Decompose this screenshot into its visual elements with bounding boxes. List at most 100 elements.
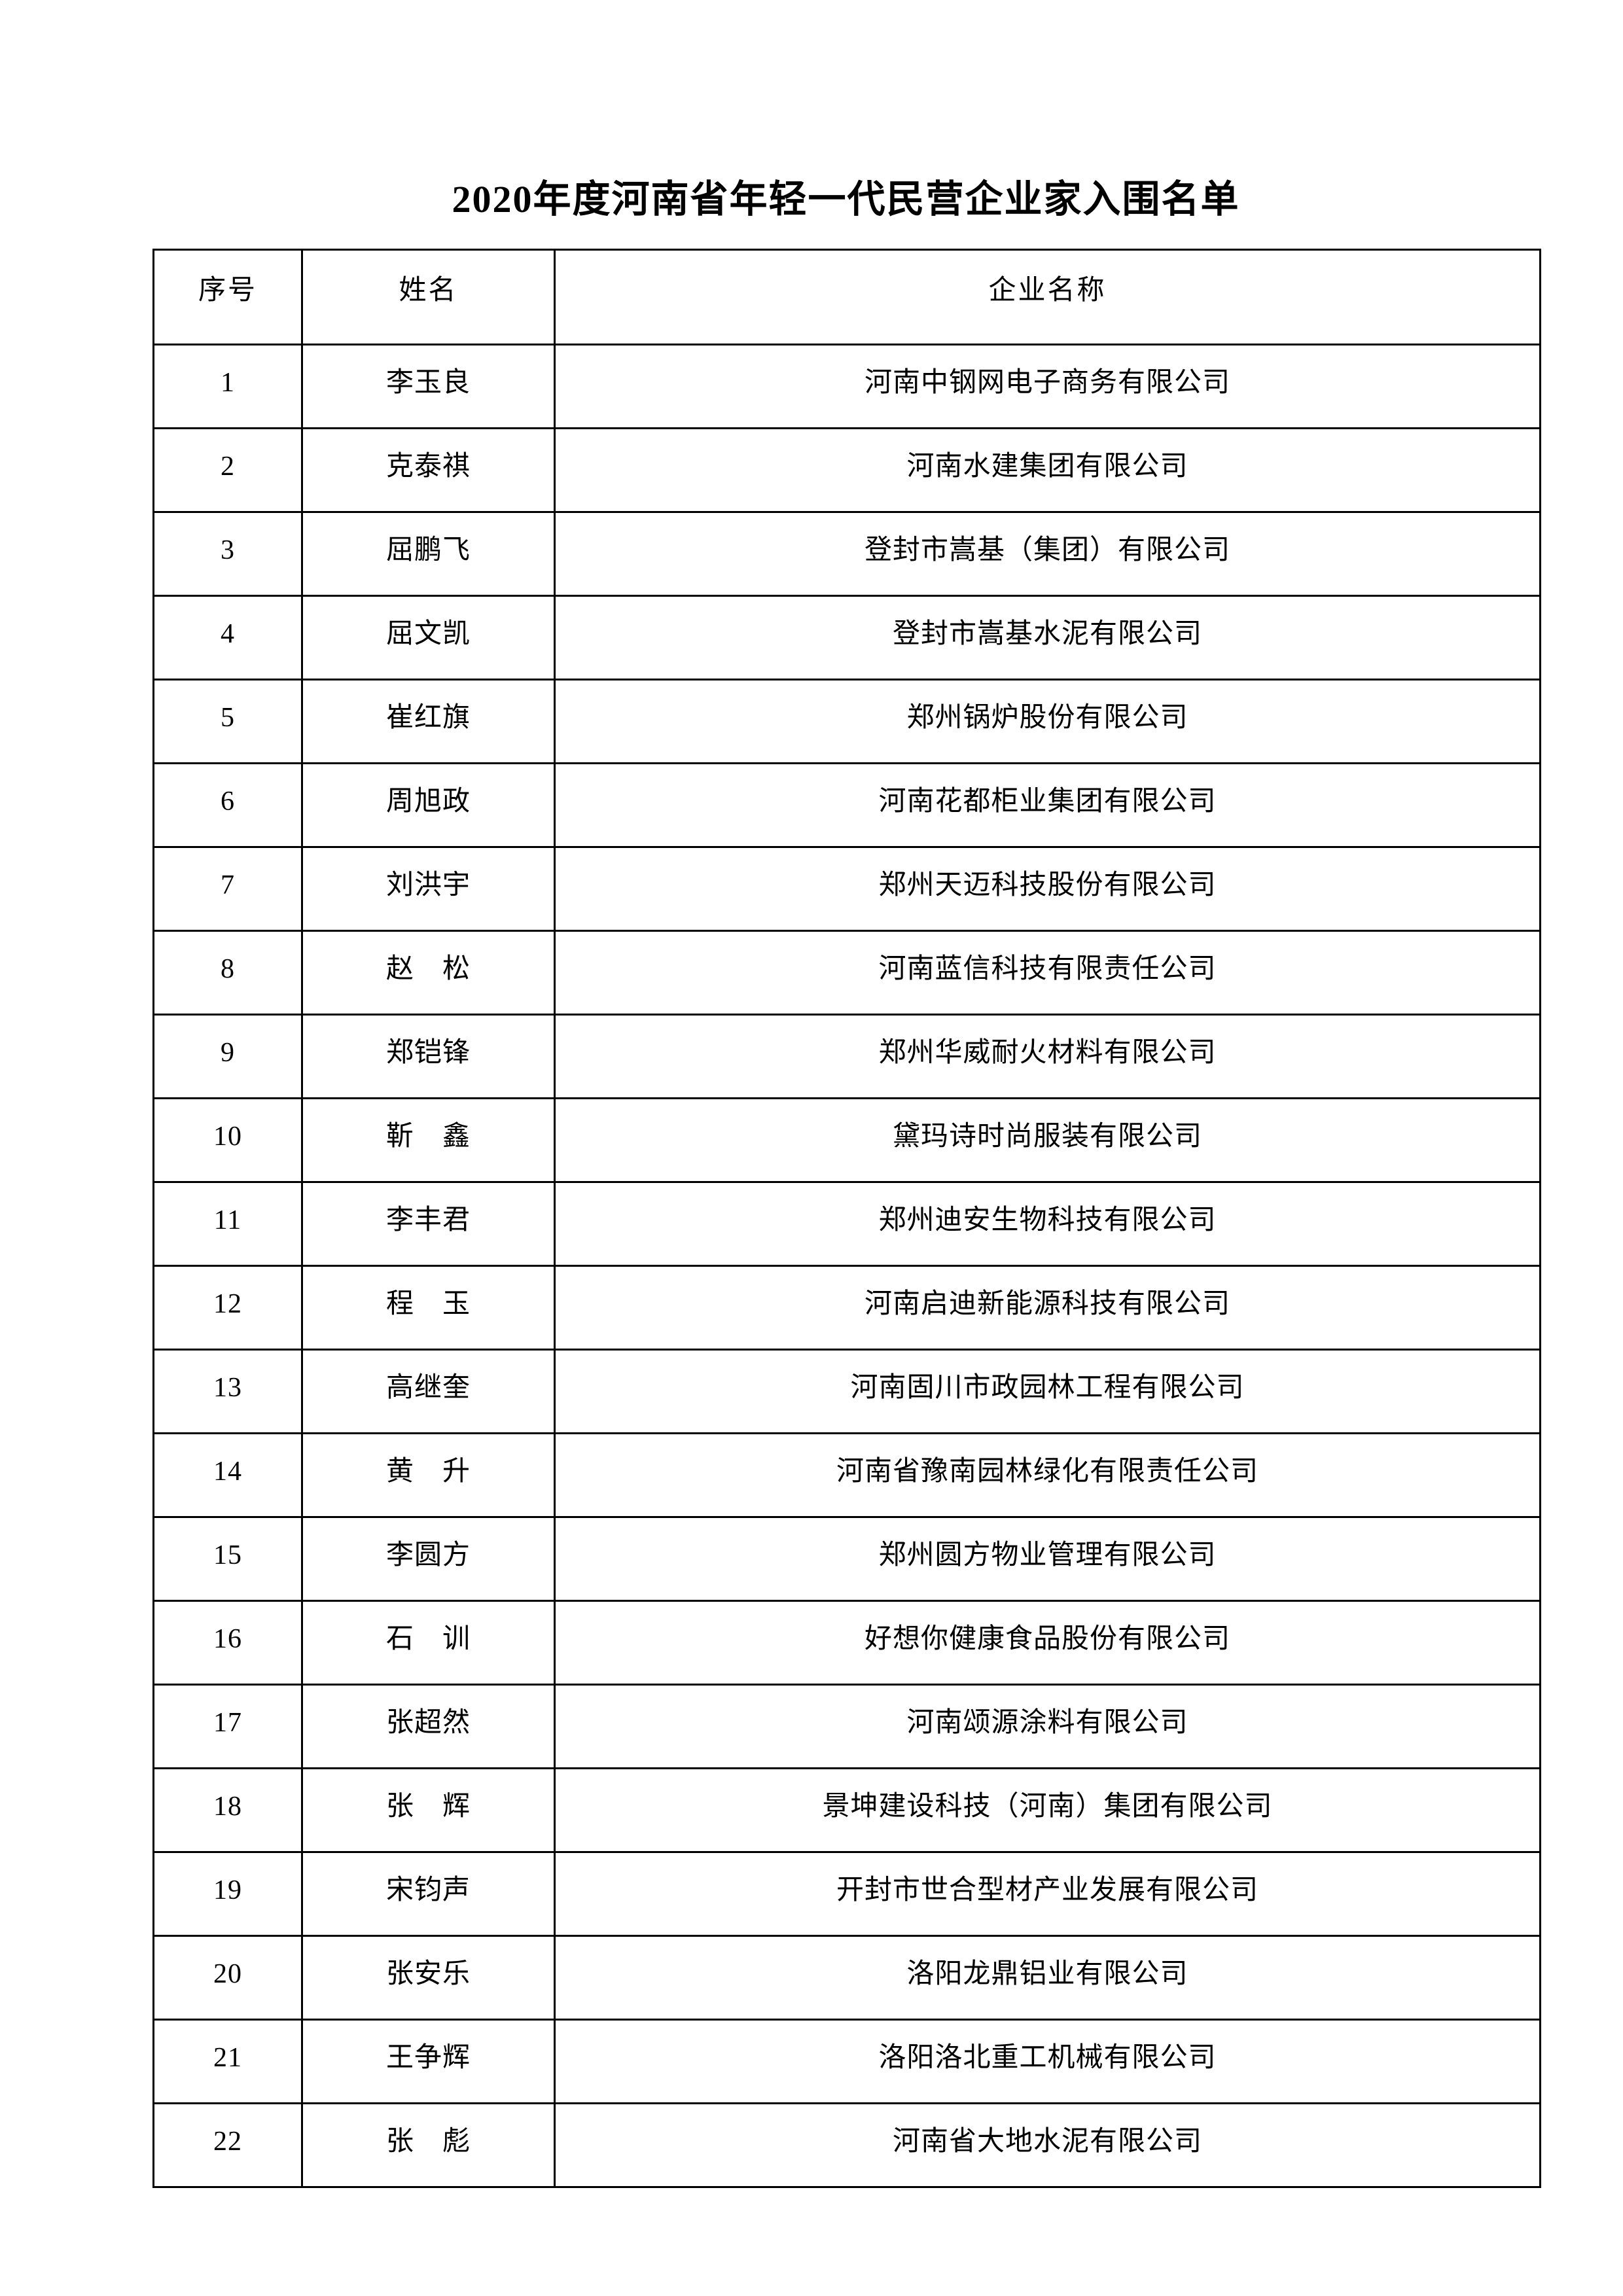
table-row: 20 张安乐 洛阳龙鼎铝业有限公司	[152, 1935, 1541, 2021]
column-header-name-label: 姓名	[399, 275, 458, 306]
cell-enterprise-text: 洛阳洛北重工机械有限公司	[878, 2043, 1217, 2073]
cell-name: 张安乐	[301, 1935, 556, 2021]
cell-name: 赵 松	[301, 930, 556, 1016]
cell-name: 黄 升	[301, 1432, 556, 1518]
cell-enterprise: 黛玛诗时尚服装有限公司	[554, 1097, 1541, 1183]
cell-enterprise-text: 河南花都柜业集团有限公司	[878, 786, 1217, 817]
cell-enterprise: 洛阳龙鼎铝业有限公司	[554, 1935, 1541, 2021]
cell-enterprise: 河南花都柜业集团有限公司	[554, 762, 1541, 848]
cell-name: 克泰祺	[301, 427, 556, 513]
cell-seq: 15	[152, 1516, 303, 1602]
cell-seq-text: 3	[221, 535, 235, 565]
cell-name: 李圆方	[301, 1516, 556, 1602]
cell-enterprise-text: 河南固川市政园林工程有限公司	[850, 1373, 1245, 1403]
table-row: 14 黄 升 河南省豫南园林绿化有限责任公司	[152, 1432, 1541, 1518]
cell-seq-text: 2	[221, 451, 235, 482]
cell-name: 李玉良	[301, 344, 556, 429]
column-header-enterprise-label: 企业名称	[988, 275, 1107, 306]
cell-enterprise-text: 河南颂源涂料有限公司	[906, 1708, 1188, 1738]
cell-enterprise-text: 河南启迪新能源科技有限公司	[864, 1289, 1230, 1319]
cell-seq: 5	[152, 679, 303, 764]
cell-enterprise-text: 郑州华威耐火材料有限公司	[878, 1038, 1217, 1068]
cell-name-text: 黄 升	[385, 1457, 471, 1487]
cell-seq-text: 1	[221, 368, 235, 398]
cell-name-text: 高继奎	[385, 1373, 471, 1403]
cell-enterprise: 郑州天迈科技股份有限公司	[554, 846, 1541, 932]
table-row: 3 屈鹏飞 登封市嵩基（集团）有限公司	[152, 511, 1541, 597]
column-header-seq: 序号	[152, 249, 303, 345]
cell-enterprise: 郑州圆方物业管理有限公司	[554, 1516, 1541, 1602]
cell-enterprise-text: 好想你健康食品股份有限公司	[864, 1624, 1230, 1654]
cell-seq-text: 5	[221, 703, 235, 733]
cell-enterprise-text: 开封市世合型材产业发展有限公司	[836, 1875, 1258, 1905]
column-header-name: 姓名	[301, 249, 556, 345]
cell-name: 刘洪宇	[301, 846, 556, 932]
cell-seq-text: 7	[221, 870, 235, 900]
table-row: 22 张 彪 河南省大地水泥有限公司	[152, 2102, 1541, 2188]
cell-seq: 16	[152, 1600, 303, 1686]
cell-name: 石 训	[301, 1600, 556, 1686]
cell-enterprise: 登封市嵩基（集团）有限公司	[554, 511, 1541, 597]
cell-seq: 7	[152, 846, 303, 932]
cell-enterprise: 河南蓝信科技有限责任公司	[554, 930, 1541, 1016]
cell-name-text: 郑铠锋	[385, 1038, 471, 1068]
cell-enterprise: 河南水建集团有限公司	[554, 427, 1541, 513]
cell-name: 靳 鑫	[301, 1097, 556, 1183]
cell-enterprise: 河南启迪新能源科技有限公司	[554, 1265, 1541, 1351]
cell-name-text: 张 辉	[385, 1792, 471, 1822]
cell-name: 崔红旗	[301, 679, 556, 764]
cell-enterprise-text: 登封市嵩基水泥有限公司	[892, 619, 1202, 649]
cell-enterprise: 好想你健康食品股份有限公司	[554, 1600, 1541, 1686]
cell-enterprise: 郑州华威耐火材料有限公司	[554, 1014, 1541, 1099]
cell-seq-text: 12	[213, 1289, 242, 1319]
cell-seq: 4	[152, 595, 303, 680]
table-row: 10 靳 鑫 黛玛诗时尚服装有限公司	[152, 1097, 1541, 1183]
entrepreneur-listing-table: 序号 姓名 企业名称 1 李玉良 河南中钢网电子商务有限公司 2 克泰祺 河南水建集团有限…	[152, 249, 1541, 2188]
table-row: 2 克泰祺 河南水建集团有限公司	[152, 427, 1541, 513]
cell-name-text: 石 训	[385, 1624, 471, 1654]
table-row: 7 刘洪宇 郑州天迈科技股份有限公司	[152, 846, 1541, 932]
cell-seq-text: 18	[213, 1792, 242, 1822]
cell-seq-text: 20	[213, 1959, 242, 1989]
cell-seq-text: 21	[213, 2043, 242, 2073]
cell-name-text: 张超然	[385, 1708, 471, 1738]
table-row: 19 宋钧声 开封市世合型材产业发展有限公司	[152, 1851, 1541, 1937]
cell-enterprise: 河南中钢网电子商务有限公司	[554, 344, 1541, 429]
cell-name: 高继奎	[301, 1349, 556, 1434]
cell-enterprise-text: 郑州锅炉股份有限公司	[906, 703, 1188, 733]
cell-name: 宋钧声	[301, 1851, 556, 1937]
cell-seq: 13	[152, 1349, 303, 1434]
table-header: 序号 姓名 企业名称	[152, 249, 1541, 345]
cell-seq: 8	[152, 930, 303, 1016]
cell-name-text: 靳 鑫	[385, 1122, 471, 1152]
cell-enterprise-text: 郑州迪安生物科技有限公司	[878, 1205, 1217, 1235]
cell-name-text: 程 玉	[385, 1289, 471, 1319]
table-row: 15 李圆方 郑州圆方物业管理有限公司	[152, 1516, 1541, 1602]
cell-enterprise: 景坤建设科技（河南）集团有限公司	[554, 1767, 1541, 1853]
cell-name-text: 屈文凯	[385, 619, 471, 649]
cell-name-text: 赵 松	[385, 954, 471, 984]
cell-seq: 9	[152, 1014, 303, 1099]
cell-name: 王争辉	[301, 2019, 556, 2104]
table-body: 1 李玉良 河南中钢网电子商务有限公司 2 克泰祺 河南水建集团有限公司 3 屈鹏飞 登封市嵩基…	[152, 344, 1541, 2188]
cell-enterprise-text: 河南水建集团有限公司	[906, 451, 1188, 482]
cell-name-text: 李玉良	[385, 368, 471, 398]
cell-seq-text: 19	[213, 1875, 242, 1905]
table-row: 21 王争辉 洛阳洛北重工机械有限公司	[152, 2019, 1541, 2104]
cell-enterprise: 郑州锅炉股份有限公司	[554, 679, 1541, 764]
table-row: 17 张超然 河南颂源涂料有限公司	[152, 1684, 1541, 1769]
cell-enterprise: 郑州迪安生物科技有限公司	[554, 1181, 1541, 1267]
cell-seq-text: 4	[221, 619, 235, 649]
cell-enterprise: 登封市嵩基水泥有限公司	[554, 595, 1541, 680]
cell-name: 屈文凯	[301, 595, 556, 680]
table-row: 12 程 玉 河南启迪新能源科技有限公司	[152, 1265, 1541, 1351]
cell-enterprise: 洛阳洛北重工机械有限公司	[554, 2019, 1541, 2104]
cell-name-text: 宋钧声	[385, 1875, 471, 1905]
cell-seq: 18	[152, 1767, 303, 1853]
cell-seq: 12	[152, 1265, 303, 1351]
cell-seq-text: 16	[213, 1624, 242, 1654]
cell-seq-text: 22	[213, 2127, 242, 2157]
table-row: 1 李玉良 河南中钢网电子商务有限公司	[152, 344, 1541, 429]
cell-seq-text: 10	[213, 1122, 242, 1152]
cell-seq: 2	[152, 427, 303, 513]
